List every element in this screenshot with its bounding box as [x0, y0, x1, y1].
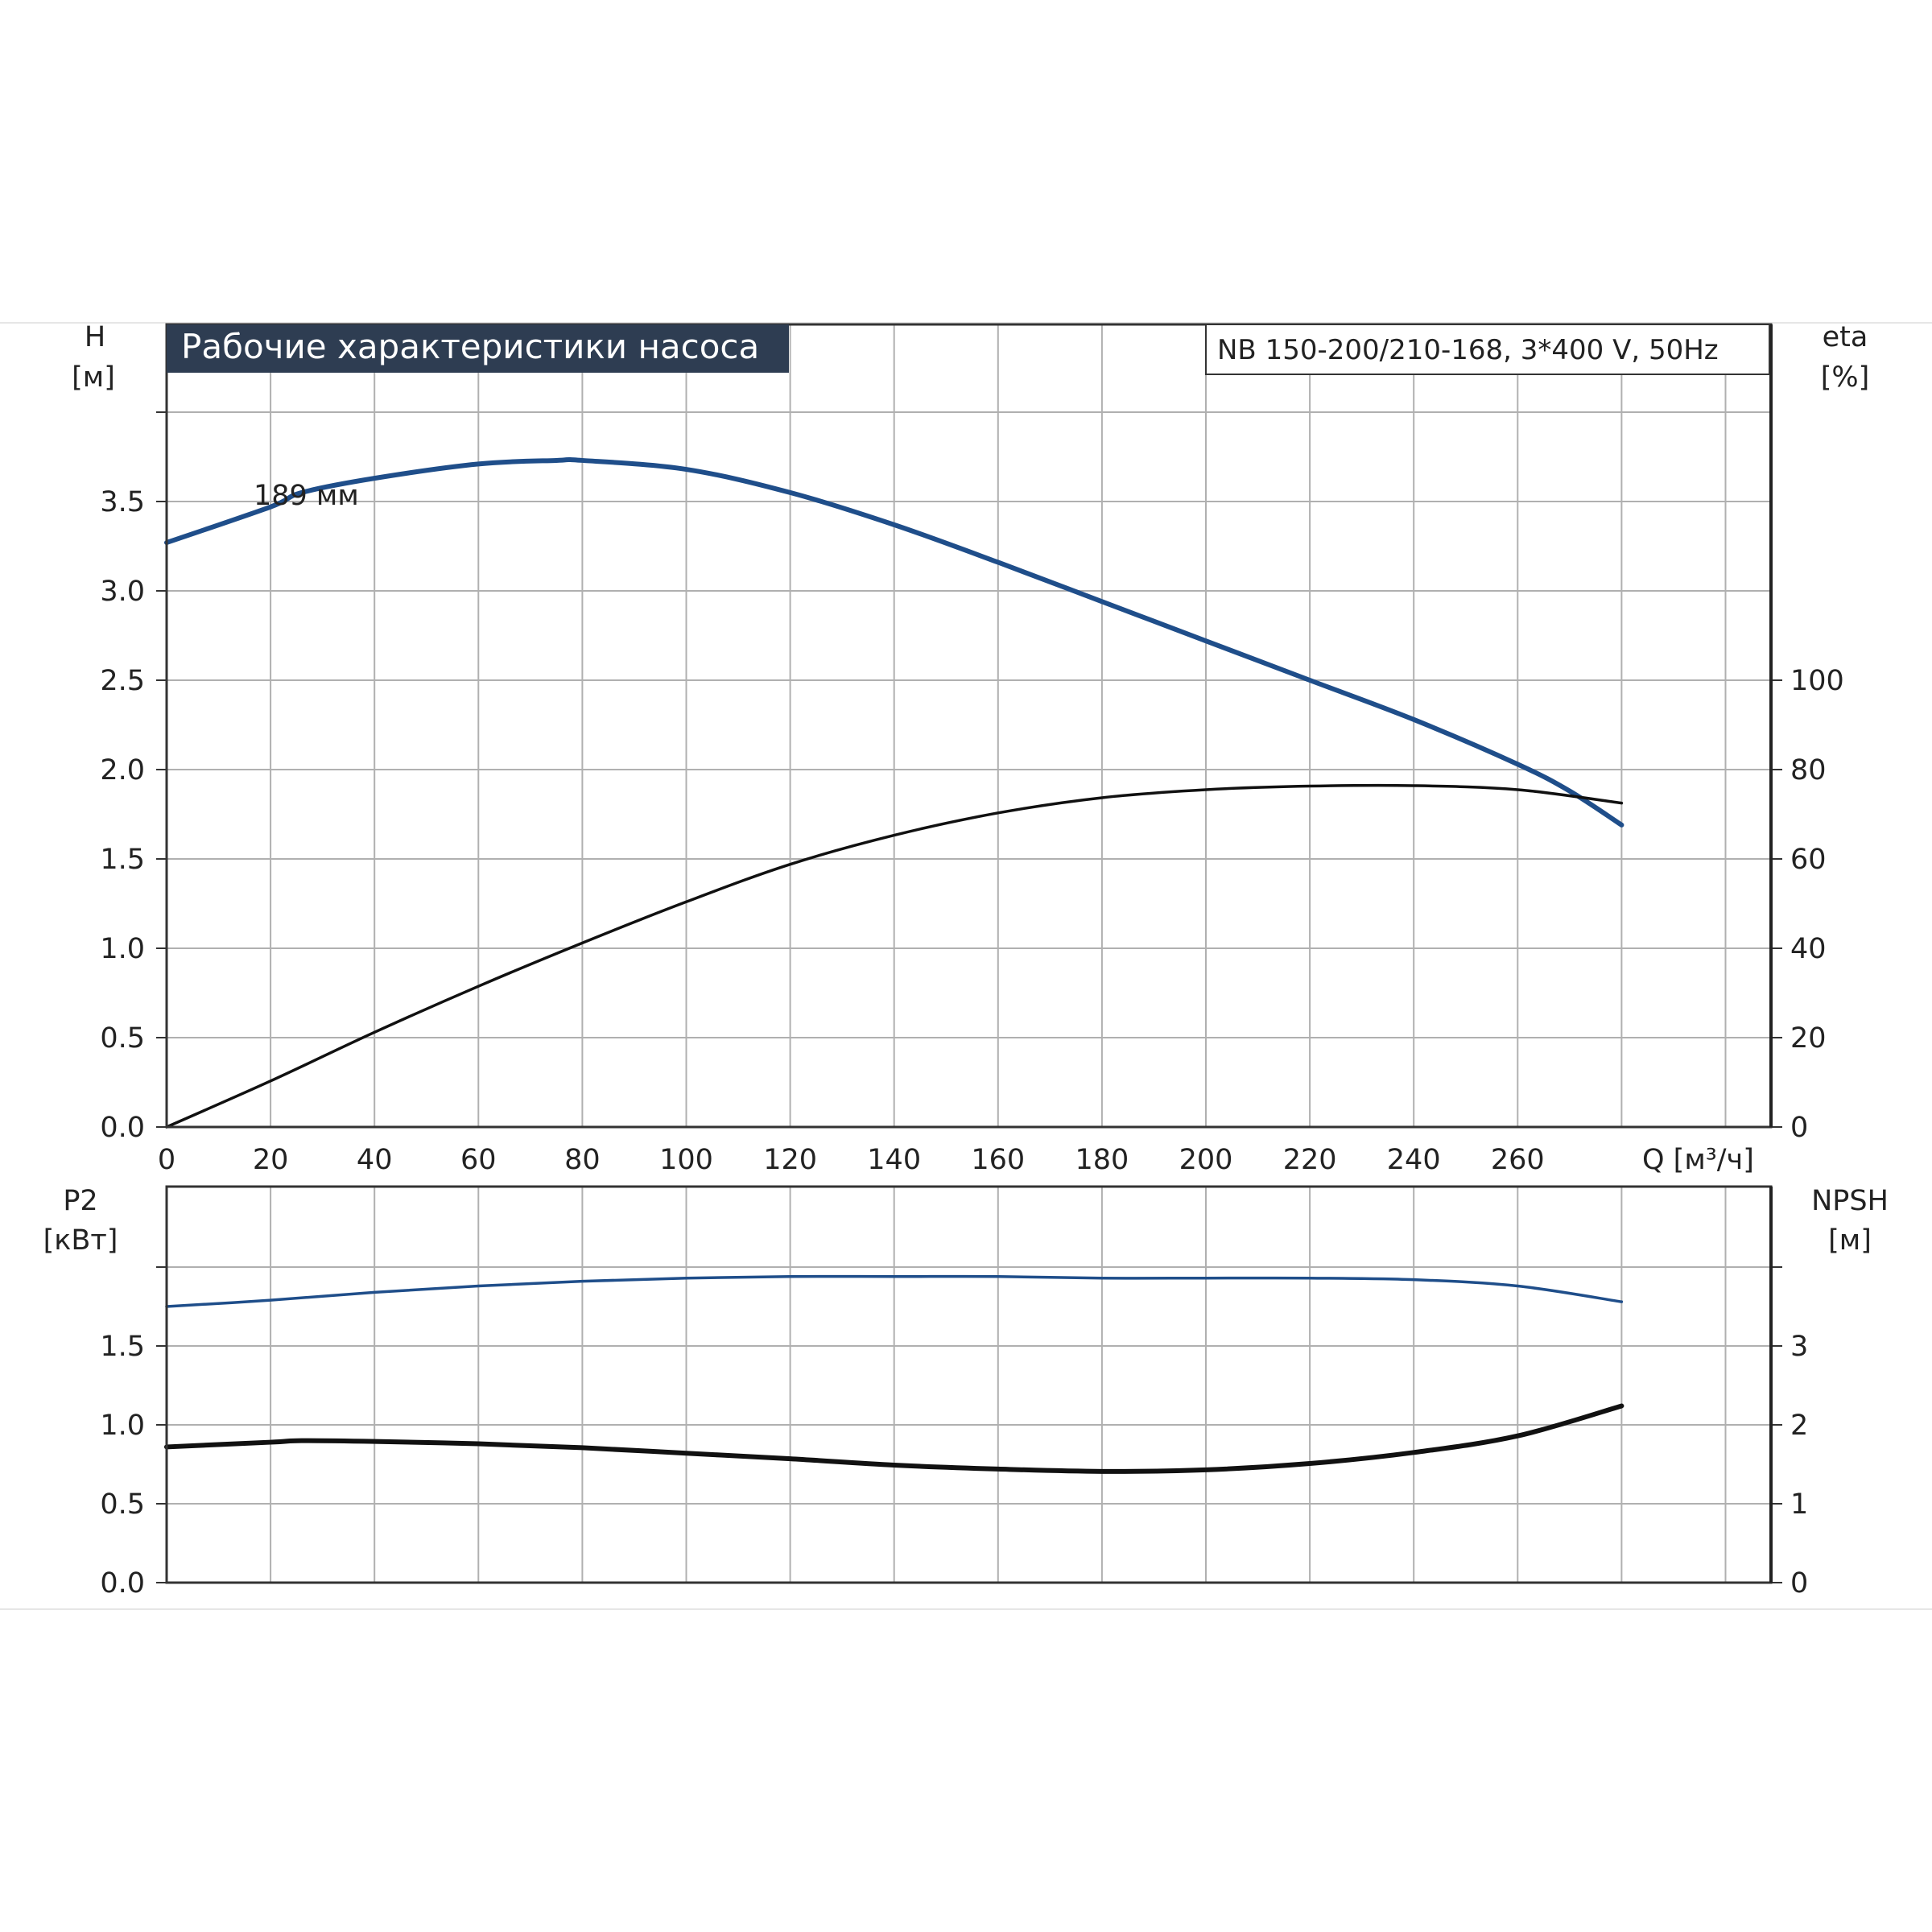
upper-grid — [167, 324, 1771, 1127]
x-tick-label: 40 — [357, 1144, 393, 1176]
y-left-unit: [м] — [72, 361, 115, 394]
x-tick-label: 200 — [1179, 1144, 1233, 1176]
x-tick-label: 240 — [1387, 1144, 1441, 1176]
x-tick-label: 260 — [1491, 1144, 1545, 1176]
y-right-unit: [%] — [1821, 361, 1870, 394]
npsh-name: NPSH — [1811, 1185, 1889, 1217]
head-curve — [164, 456, 1624, 828]
y-left-tick-label: 1.5 — [100, 844, 145, 876]
lower-plot-frame — [165, 1185, 1773, 1584]
lower-tick-labels: 0.0 0.5 1.0 1.5 0 1 2 3 — [100, 1266, 1808, 1600]
y-left-name: H — [85, 321, 105, 353]
y-left-tick-label: 2.0 — [100, 754, 145, 786]
p2-tick-label: 1.0 — [100, 1410, 145, 1442]
x-tick-label: 80 — [564, 1144, 601, 1176]
x-tick-label: 0 — [158, 1144, 175, 1176]
y-left-tick-label: 3.0 — [100, 576, 145, 608]
title-background — [167, 324, 789, 373]
npsh-unit: [м] — [1828, 1224, 1872, 1257]
p2-tick-label: 1.5 — [100, 1331, 145, 1363]
y-left-tick-label: 3.5 — [100, 486, 145, 518]
y-right-tick-label: 0 — [1790, 1112, 1808, 1144]
y-left-tick-label: 0.5 — [100, 1022, 145, 1055]
npsh-tick-label: 2 — [1790, 1410, 1808, 1442]
y-left-tick-label: 0.0 — [100, 1112, 145, 1144]
npsh-tick-label: 3 — [1790, 1331, 1808, 1363]
p2-name: P2 — [63, 1185, 97, 1217]
x-tick-label: 160 — [971, 1144, 1025, 1176]
model-label-box: NB 150-200/210-168, 3*400 V, 50Hz — [1205, 324, 1770, 375]
lower-grid — [167, 1187, 1771, 1583]
npsh-tick-label: 1 — [1790, 1488, 1808, 1521]
npsh-curve — [164, 1403, 1624, 1474]
impeller-diameter-label: 189 мм — [254, 480, 359, 512]
x-tick-label: 220 — [1283, 1144, 1337, 1176]
lower-curves — [164, 1274, 1624, 1474]
p2-unit: [кВт] — [43, 1224, 118, 1257]
y-left-tick-label: 2.5 — [100, 665, 145, 697]
y-right-tick-label: 60 — [1790, 844, 1827, 876]
y-right-tick-label: 20 — [1790, 1022, 1827, 1055]
efficiency-curve — [165, 783, 1624, 1129]
model-label: NB 150-200/210-168, 3*400 V, 50Hz — [1217, 334, 1719, 366]
y-left-tick-label: 1.0 — [100, 933, 145, 965]
x-tick-label: 100 — [659, 1144, 713, 1176]
x-tick-label: 180 — [1075, 1144, 1129, 1176]
x-tick-label: 60 — [460, 1144, 497, 1176]
title-banner: Рабочие характеристики насоса — [167, 324, 789, 373]
power-curve — [165, 1274, 1624, 1308]
chart-title: Рабочие характеристики насоса — [181, 327, 759, 366]
model-label-frame — [1205, 324, 1770, 375]
y-right-name: eta — [1823, 321, 1868, 353]
p2-tick-label: 0.0 — [100, 1567, 145, 1600]
x-tick-label: 140 — [867, 1144, 921, 1176]
npsh-tick-label: 0 — [1790, 1567, 1808, 1600]
x-axis-label: Q [м³/ч] — [1642, 1144, 1754, 1176]
y-right-tick-label: 40 — [1790, 933, 1827, 965]
upper-curves: 189 мм — [164, 456, 1624, 1129]
y-right-tick-label: 100 — [1790, 665, 1844, 697]
y-right-tick-label: 80 — [1790, 754, 1827, 786]
upper-tick-labels: 0 20 40 60 80 100 120 140 160 180 200 220 240 2600.00… — [100, 411, 1844, 1176]
p2-tick-label: 0.5 — [100, 1488, 145, 1521]
x-tick-label: 20 — [253, 1144, 289, 1176]
x-tick-label: 120 — [763, 1144, 817, 1176]
upper-plot-frame — [165, 323, 1773, 1129]
